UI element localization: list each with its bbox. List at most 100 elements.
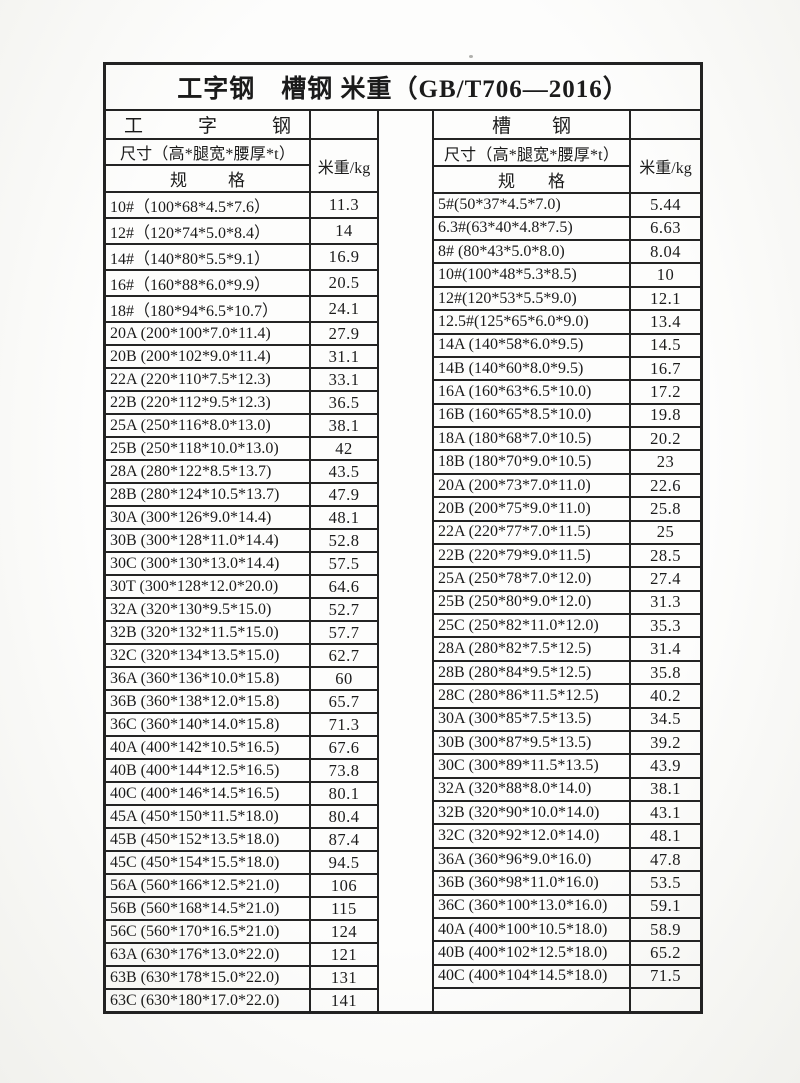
weight-cell: 124 [309, 919, 377, 944]
weight-cell: 42 [309, 436, 377, 461]
table-row: 63A (630*176*13.0*22.0) 121 [106, 942, 377, 967]
spec-cell: 45C (450*154*15.5*18.0) [106, 850, 311, 875]
spec-cell: 45B (450*152*13.5*18.0) [106, 827, 311, 852]
weight-cell: 35.8 [629, 659, 700, 686]
spec-cell: 20B (200*102*9.0*11.4) [106, 344, 311, 369]
table-row: 25B (250*80*9.0*12.0) 31.3 [434, 589, 700, 616]
weight-cell: 34.5 [629, 706, 700, 733]
spec-cell: 16A (160*63*6.5*10.0) [434, 379, 631, 405]
table-row: 10#（100*68*4.5*7.6） 11.3 [106, 191, 377, 219]
weight-cell: 53.5 [629, 870, 700, 896]
spec-cell: 56C (560*170*16.5*21.0) [106, 919, 311, 944]
table-row: 25B (250*118*10.0*13.0) 42 [106, 436, 377, 461]
table-row: 16#（160*88*6.0*9.9） 20.5 [106, 269, 377, 297]
table-row: 32B (320*90*10.0*14.0) 43.1 [434, 800, 700, 826]
page-title: 工字钢 槽钢 米重（GB/T706—2016） [177, 76, 629, 103]
spec-header-label: 规 格 [498, 172, 565, 192]
table-row: 32B (320*132*11.5*15.0) 57.7 [106, 620, 377, 645]
weight-cell: 31.1 [309, 344, 377, 369]
weight-cell: 5.44 [629, 192, 700, 218]
table-row: 18#（180*94*6.5*10.7） 24.1 [106, 295, 377, 323]
weight-cell: 31.3 [629, 589, 700, 616]
weight-cell: 10 [629, 262, 700, 288]
spec-cell: 36A (360*136*10.0*15.8) [106, 666, 311, 691]
table-row: 20A (200*73*7.0*11.0) 22.6 [434, 472, 700, 499]
spec-cell: 18A (180*68*7.0*10.5) [434, 426, 631, 452]
table-row: 30C (300*89*11.5*13.5) 43.9 [434, 753, 700, 779]
table-row: 28A (280*82*7.5*12.5) 31.4 [434, 636, 700, 662]
spec-cell: 20A (200*100*7.0*11.4) [106, 321, 311, 346]
spec-cell: 10#（100*68*4.5*7.6） [106, 191, 311, 219]
table-row: 30A (300*126*9.0*14.4) 48.1 [106, 505, 377, 530]
size-header-cell: 尺寸（高*腿宽*腰厚*t） [106, 138, 311, 166]
spec-cell: 12.5#(125*65*6.0*9.0) [434, 309, 631, 335]
spec-header-row: 规 格 [434, 164, 700, 195]
weight-cell: 58.9 [629, 916, 700, 943]
spec-cell: 36A (360*96*9.0*16.0) [434, 846, 631, 873]
table-row: 22B (220*112*9.5*12.3) 36.5 [106, 390, 377, 415]
weight-cell: 39.2 [629, 729, 700, 756]
spec-cell: 25B (250*80*9.0*12.0) [434, 589, 631, 616]
spec-cell: 18#（180*94*6.5*10.7） [106, 295, 311, 323]
spec-header-label: 规 格 [170, 171, 245, 190]
spec-cell: 18B (180*70*9.0*10.5) [434, 449, 631, 475]
weight-cell: 52.7 [309, 597, 377, 622]
table-row: 63B (630*178*15.0*22.0) 131 [106, 965, 377, 990]
table-gap-column [377, 111, 434, 1011]
weight-cell: 48.1 [629, 823, 700, 849]
table-row: 20B (200*75*9.0*11.0) 25.8 [434, 496, 700, 522]
weight-cell: 73.8 [309, 758, 377, 783]
spec-cell: 14A (140*58*6.0*9.5) [434, 332, 631, 359]
size-header-row: 尺寸（高*腿宽*腰厚*t） 米重/kg [106, 138, 377, 193]
table-row: 20B (200*102*9.0*11.4) 31.1 [106, 344, 377, 369]
weight-cell: 25 [629, 519, 700, 546]
table-row: 30B (300*87*9.5*13.5) 39.2 [434, 729, 700, 756]
table-row: 45B (450*152*13.5*18.0) 87.4 [106, 827, 377, 852]
table-row: 12#（120*74*5.0*8.4） 14 [106, 217, 377, 245]
table-row: 18B (180*70*9.0*10.5) 23 [434, 449, 700, 475]
spec-cell: 28B (280*84*9.5*12.5) [434, 659, 631, 686]
weight-cell: 33.1 [309, 367, 377, 392]
spec-cell: 28A (280*82*7.5*12.5) [434, 636, 631, 662]
weight-cell: 16.7 [629, 355, 700, 382]
table-row: 56C (560*170*16.5*21.0) 124 [106, 919, 377, 944]
weight-cell: 13.4 [629, 309, 700, 335]
scan-speckle-dot [469, 55, 473, 58]
weight-cell: 67.6 [309, 735, 377, 760]
weight-cell: 62.7 [309, 643, 377, 668]
weight-table-sheet: 工字钢 槽钢 米重（GB/T706—2016） 工 字 钢 尺寸（高*腿宽*腰厚… [103, 62, 703, 1014]
table-row: 36B (360*138*12.0*15.8) 65.7 [106, 689, 377, 714]
weight-cell: 71.3 [309, 712, 377, 737]
weight-cell: 35.3 [629, 613, 700, 639]
spec-cell: 20A (200*73*7.0*11.0) [434, 472, 631, 499]
weight-cell: 47.9 [309, 482, 377, 507]
table-row: 12#(120*53*5.5*9.0) 12.1 [434, 285, 700, 312]
table-row: 10#(100*48*5.3*8.5) 10 [434, 262, 700, 288]
weight-cell [629, 987, 700, 1011]
spec-cell: 56B (560*168*14.5*21.0) [106, 896, 311, 921]
table-row: 28B (280*124*10.5*13.7) 47.9 [106, 482, 377, 507]
table-row: 63C (630*180*17.0*22.0) 141 [106, 988, 377, 1011]
group-header-label: 槽 钢 [492, 116, 571, 138]
weight-cell: 65.7 [309, 689, 377, 714]
weight-cell: 43.1 [629, 800, 700, 826]
table-row: 28A (280*122*8.5*13.7) 43.5 [106, 459, 377, 484]
weight-cell: 31.4 [629, 636, 700, 662]
spec-cell: 20B (200*75*9.0*11.0) [434, 496, 631, 522]
weight-cell: 8.04 [629, 239, 700, 265]
spec-cell: 30C (300*89*11.5*13.5) [434, 753, 631, 779]
spec-cell: 36B (360*98*11.0*16.0) [434, 870, 631, 896]
weight-cell: 16.9 [309, 243, 377, 271]
group-header-cell: 工 字 钢 [106, 111, 311, 140]
spec-cell: 40C (400*104*14.5*18.0) [434, 963, 631, 990]
spec-cell: 30A (300*126*9.0*14.4) [106, 505, 311, 530]
spec-header-cell: 规 格 [106, 164, 310, 193]
table-row: 25A (250*116*8.0*13.0) 38.1 [106, 413, 377, 438]
weight-cell: 14 [309, 217, 377, 245]
table-row: 30B (300*128*11.0*14.4) 52.8 [106, 528, 377, 553]
spec-cell: 6.3#(63*40*4.8*7.5) [434, 215, 631, 242]
table-row: 56A (560*166*12.5*21.0) 106 [106, 873, 377, 898]
spec-cell: 40A (400*100*10.5*18.0) [434, 916, 631, 943]
table-row: 36A (360*96*9.0*16.0) 47.8 [434, 846, 700, 873]
